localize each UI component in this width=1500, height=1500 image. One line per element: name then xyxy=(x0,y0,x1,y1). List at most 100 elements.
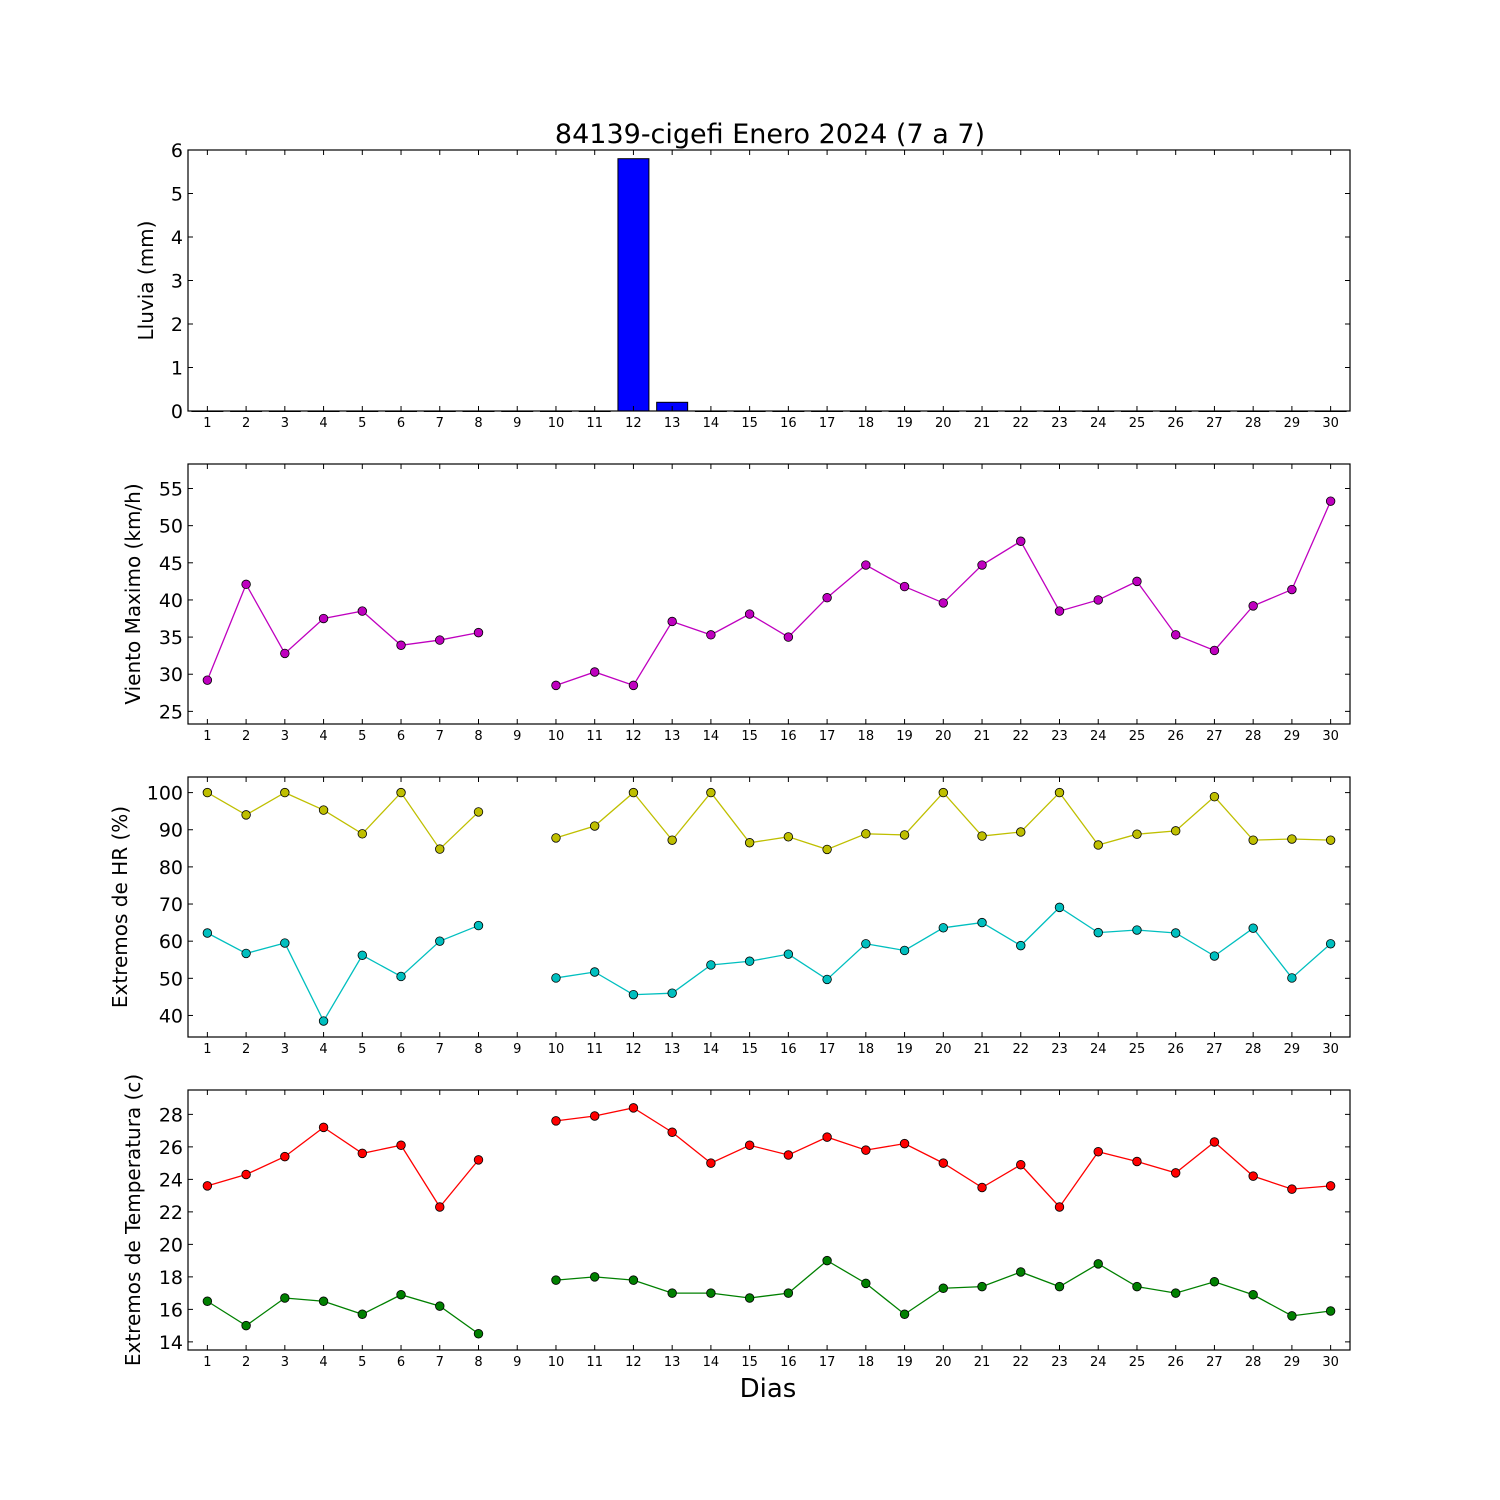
x-tick-label: 1 xyxy=(203,1042,211,1057)
series-1-point-day-26 xyxy=(1170,826,1181,836)
y-tick-label: 28 xyxy=(159,1104,183,1126)
series-1-point-day-11 xyxy=(590,821,600,831)
series-1-point-day-12 xyxy=(628,1103,639,1113)
series-2-point-day-11 xyxy=(590,1272,600,1282)
y-tick-label: 26 xyxy=(159,1137,183,1159)
y-tick-label: 40 xyxy=(159,590,183,612)
series-1-point-day-19 xyxy=(899,830,910,840)
series-1-point-day-18 xyxy=(861,560,871,570)
series-1-point-day-7 xyxy=(435,844,445,854)
series-2-point-day-28 xyxy=(1248,1290,1258,1300)
x-tick-label: 19 xyxy=(896,416,913,431)
series-1-point-day-17 xyxy=(822,844,832,855)
x-tick-label: 22 xyxy=(1012,729,1029,744)
series-1-point-day-2 xyxy=(241,810,251,820)
series-1-point-day-24 xyxy=(1093,595,1103,605)
x-tick-label: 18 xyxy=(858,729,875,744)
series-2-point-day-4 xyxy=(318,1016,329,1026)
series-2-point-day-26 xyxy=(1170,1288,1181,1298)
y-tick-label: 20 xyxy=(159,1234,183,1256)
x-tick-label: 2 xyxy=(242,1355,250,1370)
x-tick-label: 22 xyxy=(1012,1042,1029,1057)
x-tick-label: 15 xyxy=(741,1042,758,1057)
x-tick-label: 28 xyxy=(1245,1042,1262,1057)
x-tick-label: 29 xyxy=(1284,1042,1301,1057)
x-tick-label: 7 xyxy=(436,416,444,431)
series-2-line-1 xyxy=(207,1294,479,1335)
x-tick-label: 12 xyxy=(625,1042,642,1057)
y-tick-label: 24 xyxy=(159,1169,183,1191)
x-tick-label: 30 xyxy=(1322,1355,1339,1370)
x-tick-label: 20 xyxy=(935,416,952,431)
x-tick-label: 27 xyxy=(1206,1042,1223,1057)
series-1-point-day-3 xyxy=(280,1151,290,1162)
panel-3: 1 2 3 4 5 6 7 8 9 10 11 12 13 14 15 16 17 18 19 20 21 22 23 24 2… xyxy=(108,776,1351,1057)
x-tick-label: 27 xyxy=(1206,1355,1223,1370)
series-2-point-day-21 xyxy=(977,917,987,928)
panel-1-y-ticks: 0 1 2 3 4 5 6 xyxy=(171,140,1350,423)
x-tick-label: 21 xyxy=(974,1355,991,1370)
x-tick-label: 27 xyxy=(1206,729,1223,744)
series-2-point-day-22 xyxy=(1016,1267,1026,1277)
series-1-point-day-25 xyxy=(1132,576,1142,587)
series-1-point-day-26 xyxy=(1170,1168,1181,1178)
y-tick-label: 16 xyxy=(159,1299,183,1321)
series-1-point-day-3 xyxy=(280,787,290,798)
x-tick-label: 8 xyxy=(474,729,482,744)
x-tick-label: 30 xyxy=(1322,1042,1339,1057)
series-1-point-day-1 xyxy=(202,787,213,798)
y-tick-label: 90 xyxy=(159,820,183,842)
series-1-point-day-19 xyxy=(899,1138,910,1149)
panel-4-y-axis-label: Extremos de Temperatura (c) xyxy=(121,1074,145,1366)
x-axis-label: Dias xyxy=(740,1374,797,1404)
x-tick-label: 1 xyxy=(203,1355,211,1370)
series-1-point-day-24 xyxy=(1093,840,1103,850)
x-tick-label: 26 xyxy=(1167,1042,1184,1057)
series-2-point-day-26 xyxy=(1170,928,1181,938)
panel-2-y-axis-label: Viento Maximo (km/h) xyxy=(121,483,145,704)
series-2-point-day-30 xyxy=(1325,939,1336,949)
panel-4-marks xyxy=(202,1103,1336,1339)
panel-3-marks xyxy=(202,787,1336,1026)
x-tick-label: 23 xyxy=(1051,1355,1068,1370)
x-tick-label: 6 xyxy=(397,416,405,431)
series-1-line-1 xyxy=(207,1126,480,1209)
series-1-point-day-20 xyxy=(938,598,949,608)
x-tick-label: 13 xyxy=(664,1355,681,1370)
x-tick-label: 3 xyxy=(281,416,289,431)
x-tick-label: 11 xyxy=(586,416,603,431)
series-2-point-day-15 xyxy=(744,956,755,966)
x-tick-label: 21 xyxy=(974,416,991,431)
x-tick-label: 2 xyxy=(242,1042,250,1057)
series-1-point-day-16 xyxy=(783,832,794,842)
x-tick-label: 4 xyxy=(319,729,327,744)
x-tick-label: 5 xyxy=(358,729,366,744)
x-tick-label: 11 xyxy=(586,729,603,744)
series-2-point-day-24 xyxy=(1093,927,1103,938)
series-2-point-day-20 xyxy=(938,1283,949,1293)
x-tick-label: 4 xyxy=(319,1042,327,1057)
series-2-point-day-3 xyxy=(280,938,290,948)
series-2-point-day-30 xyxy=(1325,1306,1336,1316)
series-2-point-day-4 xyxy=(318,1296,329,1306)
series-2-point-day-22 xyxy=(1016,940,1026,951)
series-1-point-day-5 xyxy=(357,606,368,616)
panel-2-x-ticks: 1 2 3 4 5 6 7 8 9 10 11 12 13 14 15 16 17 18 19 20 21 22 23 24 2… xyxy=(203,464,1339,744)
series-2-point-day-1 xyxy=(202,928,213,938)
series-1-point-day-8 xyxy=(473,807,484,817)
y-tick-label: 2 xyxy=(171,314,183,336)
y-tick-label: 3 xyxy=(171,271,183,293)
panel-1-frame xyxy=(187,149,1351,412)
series-2-line-1 xyxy=(207,924,479,1023)
x-tick-label: 9 xyxy=(513,416,521,431)
x-tick-label: 7 xyxy=(436,1355,444,1370)
x-tick-label: 22 xyxy=(1012,1355,1029,1370)
series-1-line-1 xyxy=(206,582,479,681)
panel-1-marks xyxy=(191,158,1347,412)
x-tick-label: 24 xyxy=(1090,729,1107,744)
x-tick-label: 4 xyxy=(319,1355,327,1370)
x-tick-label: 6 xyxy=(397,1355,405,1370)
series-1-point-day-10 xyxy=(551,680,561,691)
series-2-point-day-7 xyxy=(435,1301,445,1311)
